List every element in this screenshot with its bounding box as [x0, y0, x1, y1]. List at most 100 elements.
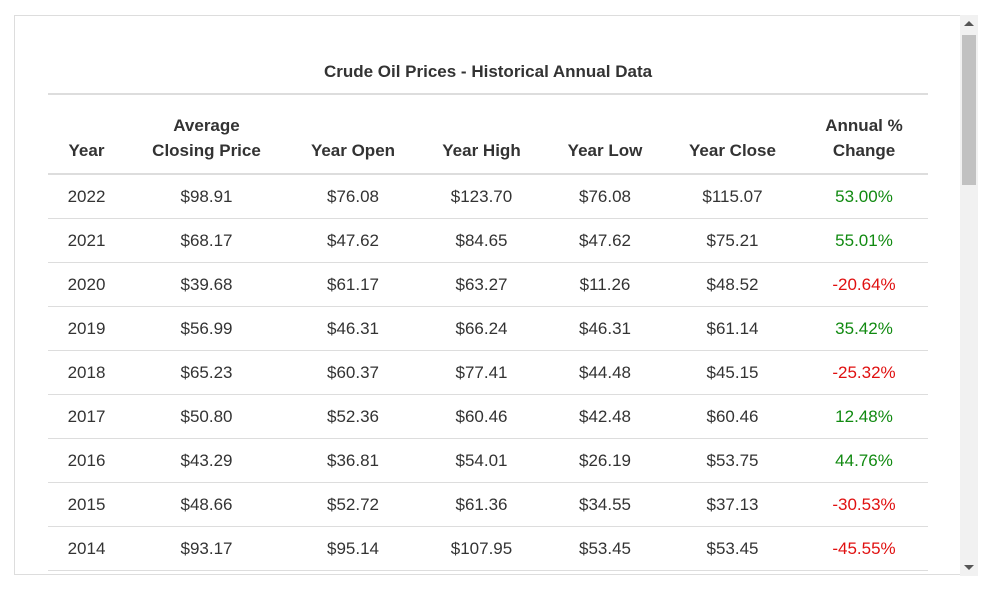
table-cell: 2022 [48, 174, 125, 219]
table-cell: $11.26 [545, 262, 665, 307]
table-cell: $46.31 [545, 306, 665, 351]
table-cell: 2014 [48, 526, 125, 571]
table-row: 2016 $43.29 $36.81 $54.01 $26.19 $53.75 44.76% [48, 438, 928, 483]
header-text: Annual % Change [825, 116, 903, 160]
table-cell: $95.14 [288, 526, 418, 571]
table-cell: $39.68 [125, 262, 288, 307]
table-cell: $47.62 [288, 218, 418, 263]
table-cell: $76.08 [288, 174, 418, 219]
table-cell: $84.65 [418, 218, 545, 263]
table-cell: $61.14 [665, 306, 800, 351]
table-cell: $34.55 [545, 482, 665, 527]
table-cell: $50.80 [125, 394, 288, 439]
table-cell: 2021 [48, 218, 125, 263]
table-cell: 12.48% [800, 394, 928, 439]
table-cell: $54.01 [418, 438, 545, 483]
scroll-down[interactable] [964, 565, 974, 570]
table-cell: $63.27 [418, 262, 545, 307]
table-cell: 2013 [48, 570, 125, 574]
table-cell: $53.45 [665, 526, 800, 571]
header-text: Average Closing Price [152, 116, 261, 160]
column-header: Year Close [665, 93, 800, 175]
scroll-thumb[interactable] [962, 35, 976, 185]
table-row: 2015 $48.66 $52.72 $61.36 $34.55 $37.13 -30.53… [48, 482, 928, 527]
table-cell: $42.48 [545, 394, 665, 439]
table-cell: $86.65 [545, 570, 665, 574]
table-cell: $43.29 [125, 438, 288, 483]
table-cell: $48.52 [665, 262, 800, 307]
table-cell: $26.19 [545, 438, 665, 483]
table-cell: 55.01% [800, 218, 928, 263]
table-cell: $77.41 [418, 350, 545, 395]
table-cell: -25.32% [800, 350, 928, 395]
table-cell: 44.76% [800, 438, 928, 483]
table-cell: $107.95 [418, 526, 545, 571]
table-cell: $123.70 [418, 174, 545, 219]
column-header: Year Open [288, 93, 418, 175]
header-text: Year Close [689, 141, 776, 160]
table-cell: $68.17 [125, 218, 288, 263]
table-cell: $93.17 [125, 526, 288, 571]
table-cell: $65.23 [125, 350, 288, 395]
table-cell: -30.53% [800, 482, 928, 527]
table-cell: $60.46 [665, 394, 800, 439]
table-cell: $61.36 [418, 482, 545, 527]
table-row: 2018 $65.23 $60.37 $77.41 $44.48 $45.15 -25.32… [48, 350, 928, 395]
table-cell: $52.36 [288, 394, 418, 439]
table-cell: $110.62 [418, 570, 545, 574]
data-table: Year Average Closing Price Year Open Year H… [48, 93, 928, 574]
header-text: Year Low [567, 141, 643, 160]
table-cell: 35.42% [800, 306, 928, 351]
table-cell: 2018 [48, 350, 125, 395]
table-row: 2014 $93.17 $95.14 $107.95 $53.45 $53.45 -45.5… [48, 526, 928, 571]
table-cell: $52.72 [288, 482, 418, 527]
table-cell: 53.00% [800, 174, 928, 219]
table-cell: $76.08 [545, 174, 665, 219]
table-cell: $93.14 [288, 570, 418, 574]
table-row: 2013$97.98$93.14$110.62$86.65$98.177.19% [48, 570, 928, 574]
table-cell: $56.99 [125, 306, 288, 351]
table-frame: Crude Oil Prices - Historical Annual Dat… [14, 15, 977, 575]
header-text: Year [68, 141, 105, 160]
table-row: 2021 $68.17 $47.62 $84.65 $47.62 $75.21 55.01% [48, 218, 928, 263]
table-cell: 2019 [48, 306, 125, 351]
table-row: 2022 $98.91 $76.08 $123.70 $76.08 $115.07 53.0… [48, 174, 928, 219]
table-cell: -20.64% [800, 262, 928, 307]
scrollbar[interactable] [960, 15, 978, 576]
column-header: Year High [418, 93, 545, 175]
table-cell: 2020 [48, 262, 125, 307]
table-cell: $97.98 [125, 570, 288, 574]
table-title: Crude Oil Prices - Historical Annual Dat… [323, 62, 653, 81]
table-cell: $98.17 [665, 570, 800, 574]
table-cell: $61.17 [288, 262, 418, 307]
table-cell: $115.07 [665, 174, 800, 219]
table-cell: 2015 [48, 482, 125, 527]
table-cell: $75.21 [665, 218, 800, 263]
table-cell: $46.31 [288, 306, 418, 351]
table-row: 2017 $50.80 $52.36 $60.46 $42.48 $60.46 12.48% [48, 394, 928, 439]
table-cell: 2017 [48, 394, 125, 439]
column-header: Year Low [545, 93, 665, 175]
table-cell: $37.13 [665, 482, 800, 527]
column-header: Annual % Change [800, 93, 928, 175]
table-body: 2022 $98.91 $76.08 $123.70 $76.08 $115.07 53.0… [48, 174, 928, 574]
table-cell: $98.91 [125, 174, 288, 219]
table-cell: $36.81 [288, 438, 418, 483]
table-cell: $66.24 [418, 306, 545, 351]
table-cell: $47.62 [545, 218, 665, 263]
table-cell: 2016 [48, 438, 125, 483]
table-cell: -45.55% [800, 526, 928, 571]
header-row: Year Average Closing Price Year Open Year H… [48, 93, 928, 175]
column-header: Year [48, 93, 125, 175]
table-cell: $53.75 [665, 438, 800, 483]
header-text: Year Open [310, 141, 396, 160]
table-cell: 7.19% [800, 570, 928, 574]
table-cell: $48.66 [125, 482, 288, 527]
table-cell: $44.48 [545, 350, 665, 395]
table-cell: $60.46 [418, 394, 545, 439]
scroll-up[interactable] [964, 21, 974, 26]
table-row: 2019 $56.99 $46.31 $66.24 $46.31 $61.14 35.42% [48, 306, 928, 351]
table-row: 2020 $39.68 $61.17 $63.27 $11.26 $48.52 -20.64… [48, 262, 928, 307]
table-cell: $60.37 [288, 350, 418, 395]
